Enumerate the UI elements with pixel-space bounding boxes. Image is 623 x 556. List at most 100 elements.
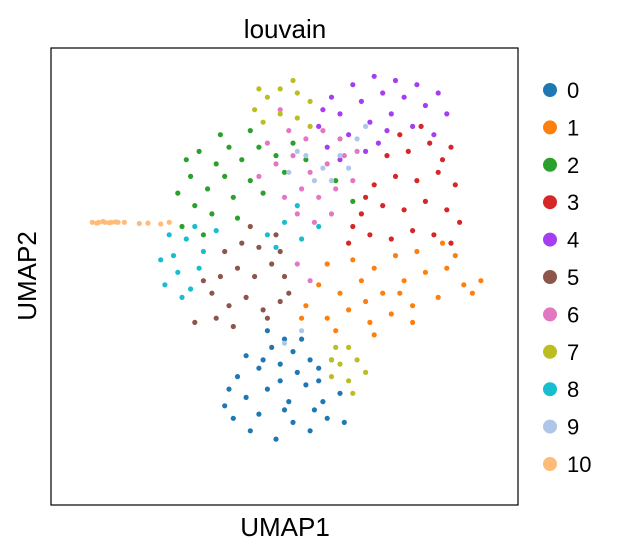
point-cluster-6-19	[328, 211, 335, 217]
point-cluster-6-10	[337, 136, 343, 142]
point-cluster-3-13	[414, 178, 420, 184]
point-cluster-7-15	[354, 357, 360, 363]
point-cluster-2-23	[333, 178, 339, 184]
point-cluster-1-17	[350, 257, 356, 263]
point-cluster-5-14	[200, 278, 206, 284]
point-cluster-8-12	[299, 236, 305, 242]
y-axis-label: UMAP2	[12, 231, 42, 321]
point-cluster-8-5	[200, 248, 206, 255]
point-cluster-8-11	[281, 219, 288, 225]
point-cluster-3-2	[388, 236, 394, 242]
point-cluster-2-9	[247, 178, 253, 184]
point-cluster-10-5	[121, 219, 127, 225]
point-cluster-5-8	[269, 261, 275, 267]
point-cluster-2-3	[188, 173, 194, 179]
point-cluster-6-22	[294, 261, 300, 267]
point-cluster-0-25	[311, 407, 317, 413]
point-cluster-0-12	[337, 390, 343, 396]
point-cluster-1-11	[380, 290, 386, 296]
point-cluster-7-3	[294, 90, 300, 96]
point-cluster-4-19	[337, 157, 343, 163]
point-cluster-0-28	[299, 336, 305, 342]
point-cluster-10-11	[145, 220, 151, 226]
point-cluster-0-5	[324, 415, 330, 421]
point-cluster-6-8	[303, 136, 309, 142]
point-cluster-0-24	[281, 407, 288, 413]
point-cluster-3-17	[405, 148, 411, 154]
point-cluster-10-8	[106, 220, 112, 226]
point-cluster-7-12	[346, 378, 352, 384]
point-cluster-3-10	[444, 207, 450, 213]
point-cluster-4-11	[414, 82, 420, 88]
legend-marker-10	[543, 457, 557, 471]
point-cluster-1-2	[346, 307, 352, 313]
point-cluster-0-2	[273, 436, 279, 442]
point-cluster-2-5	[196, 148, 202, 154]
point-cluster-4-5	[422, 102, 428, 109]
point-cluster-3-0	[346, 240, 352, 246]
point-cluster-6-21	[307, 278, 313, 284]
point-cluster-2-1	[192, 203, 198, 209]
point-cluster-5-6	[234, 265, 241, 271]
point-cluster-5-3	[260, 307, 266, 313]
point-cluster-7-18	[333, 344, 339, 350]
point-cluster-6-5	[341, 153, 347, 159]
point-cluster-1-26	[410, 319, 416, 325]
point-cluster-6-6	[264, 140, 270, 146]
point-cluster-3-9	[422, 198, 428, 204]
point-cluster-8-17	[192, 223, 198, 230]
point-cluster-1-5	[410, 303, 416, 309]
legend-marker-3	[543, 195, 557, 210]
point-cluster-4-22	[384, 128, 390, 134]
point-cluster-3-20	[350, 223, 356, 230]
point-cluster-4-4	[401, 94, 407, 100]
point-cluster-7-19	[350, 390, 356, 396]
point-cluster-0-17	[316, 365, 322, 371]
point-cluster-2-12	[256, 144, 262, 150]
point-cluster-4-16	[388, 111, 394, 117]
point-cluster-0-29	[281, 336, 288, 342]
point-cluster-3-22	[397, 132, 403, 138]
point-cluster-8-14	[273, 244, 279, 250]
point-cluster-1-16	[324, 261, 330, 267]
point-cluster-10-10	[136, 220, 142, 227]
point-cluster-3-4	[431, 232, 437, 238]
point-cluster-5-10	[222, 248, 228, 255]
point-cluster-3-6	[358, 211, 364, 217]
point-cluster-1-0	[303, 303, 309, 309]
point-cluster-7-9	[290, 77, 296, 84]
point-cluster-8-7	[179, 294, 185, 300]
point-cluster-3-23	[418, 123, 424, 129]
point-cluster-1-25	[371, 332, 377, 338]
point-cluster-10-6	[94, 220, 100, 226]
point-cluster-1-23	[299, 315, 305, 321]
point-cluster-5-2	[243, 294, 249, 300]
point-cluster-2-25	[234, 215, 241, 221]
point-cluster-4-6	[444, 111, 450, 117]
point-cluster-8-9	[158, 257, 164, 263]
point-cluster-5-16	[213, 315, 219, 321]
point-cluster-5-1	[226, 303, 232, 309]
legend-label-1: 1	[567, 115, 579, 140]
point-cluster-0-9	[286, 399, 292, 405]
point-cluster-0-6	[222, 403, 228, 409]
point-cluster-2-7	[209, 211, 215, 217]
legend-label-8: 8	[567, 377, 579, 402]
point-cluster-5-21	[277, 248, 283, 255]
point-cluster-1-14	[444, 265, 450, 271]
point-cluster-7-2	[277, 86, 283, 92]
point-cluster-7-1	[264, 94, 270, 100]
point-cluster-4-20	[375, 140, 381, 146]
point-cluster-0-27	[260, 357, 266, 363]
legend-marker-8	[543, 382, 557, 397]
point-cluster-7-13	[363, 369, 369, 375]
point-cluster-5-13	[273, 232, 279, 238]
point-cluster-5-20	[230, 323, 236, 330]
point-cluster-6-14	[316, 194, 322, 200]
point-cluster-5-11	[239, 240, 245, 246]
point-cluster-2-8	[230, 194, 236, 200]
point-cluster-1-6	[435, 294, 441, 300]
point-cluster-0-32	[226, 386, 232, 392]
point-cluster-7-17	[328, 357, 335, 363]
legend-marker-7	[543, 344, 557, 359]
